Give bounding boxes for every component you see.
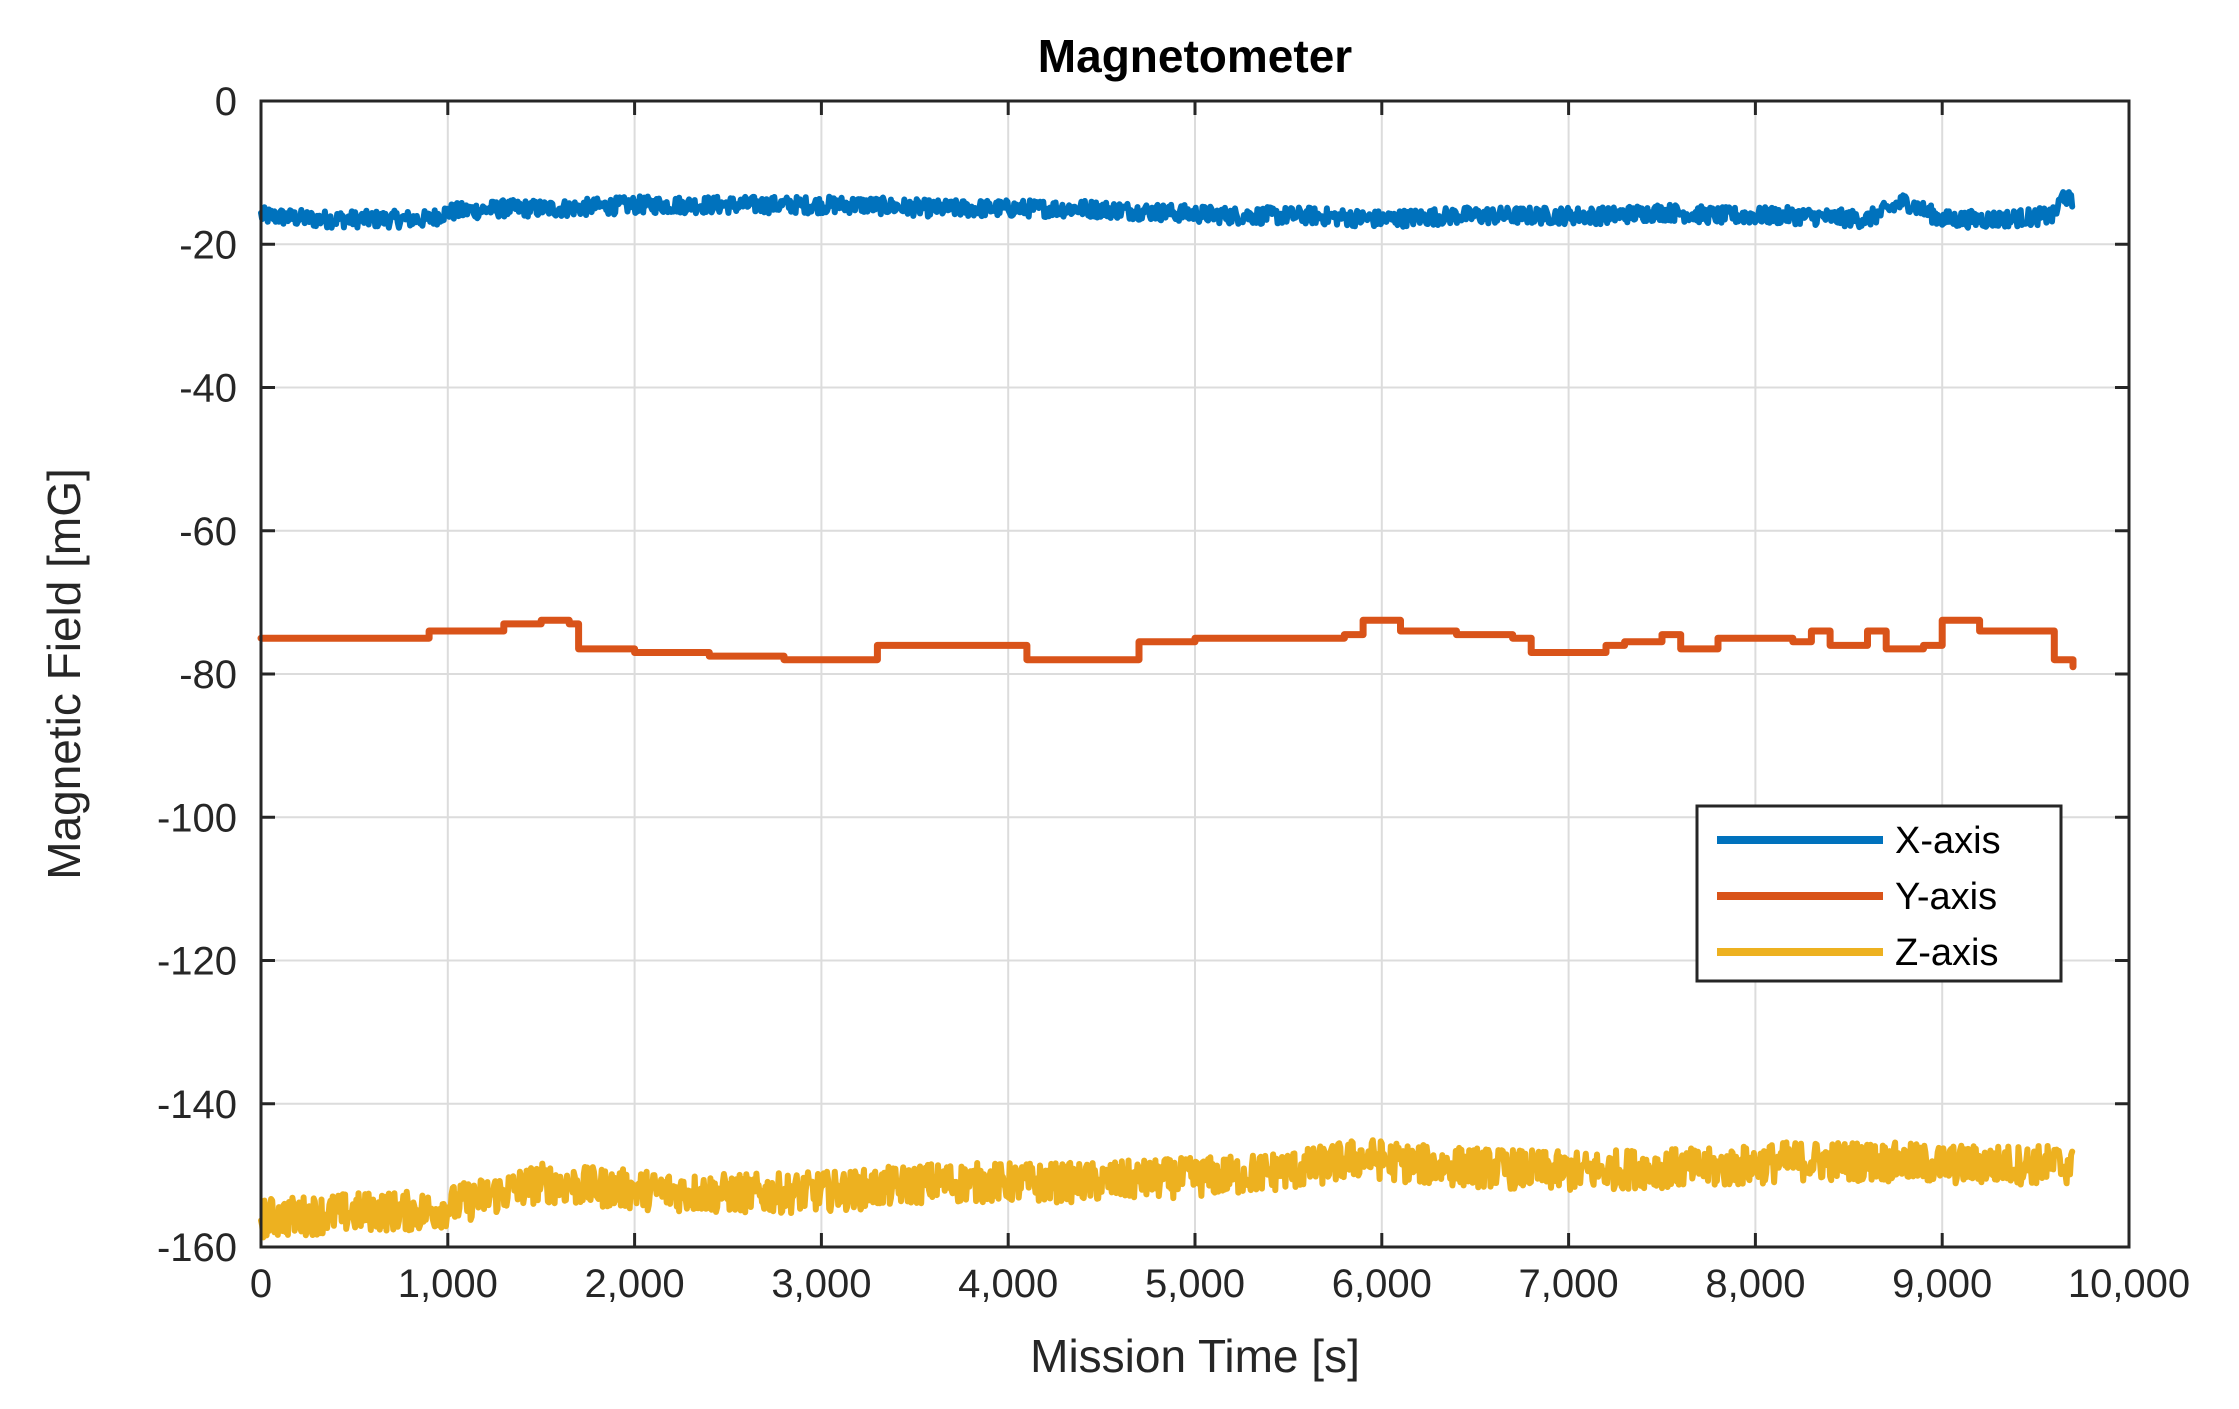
x-tick-label: 10,000 — [2068, 1262, 2190, 1306]
x-tick-label: 8,000 — [1705, 1262, 1805, 1306]
series-layer — [257, 189, 2077, 1241]
y-tick-label: -80 — [179, 653, 237, 697]
series-line-x-axis — [258, 189, 2076, 231]
x-tick-label: 3,000 — [771, 1262, 871, 1306]
legend-label-x-axis: X-axis — [1895, 820, 2001, 862]
x-tick-label: 4,000 — [958, 1262, 1058, 1306]
chart-title: Magnetometer — [1038, 30, 1352, 82]
y-tick-label: -140 — [157, 1083, 237, 1127]
x-tick-label: 7,000 — [1519, 1262, 1619, 1306]
x-tick-label: 2,000 — [585, 1262, 685, 1306]
x-tick-label: 5,000 — [1145, 1262, 1245, 1306]
y-axis-title: Magnetic Field [mG] — [38, 468, 90, 880]
y-tick-label: -120 — [157, 940, 237, 984]
y-tick-label: 0 — [215, 80, 237, 124]
legend-label-z-axis: Z-axis — [1895, 932, 1998, 974]
y-tick-label: -20 — [179, 223, 237, 267]
x-tick-label: 9,000 — [1892, 1262, 1992, 1306]
y-tick-label: -40 — [179, 367, 237, 411]
y-tick-label: -100 — [157, 796, 237, 840]
tick-layer: 0 1,000 2,000 3,000 4,000 5,000 6,000 7,000 8,00… — [157, 80, 2190, 1306]
x-axis-title: Mission Time [s] — [1030, 1330, 1360, 1382]
y-tick-label: -160 — [157, 1226, 237, 1270]
y-tick-label: -60 — [179, 510, 237, 554]
legend[interactable]: X-axis Y-axis Z-axis — [1695, 804, 2063, 983]
x-tick-label: 6,000 — [1332, 1262, 1432, 1306]
series-line-y-axis — [257, 616, 2077, 671]
legend-label-y-axis: Y-axis — [1895, 876, 1997, 918]
series-line-z-axis — [258, 1137, 2076, 1241]
x-tick-label: 0 — [250, 1262, 272, 1306]
x-tick-label: 1,000 — [398, 1262, 498, 1306]
